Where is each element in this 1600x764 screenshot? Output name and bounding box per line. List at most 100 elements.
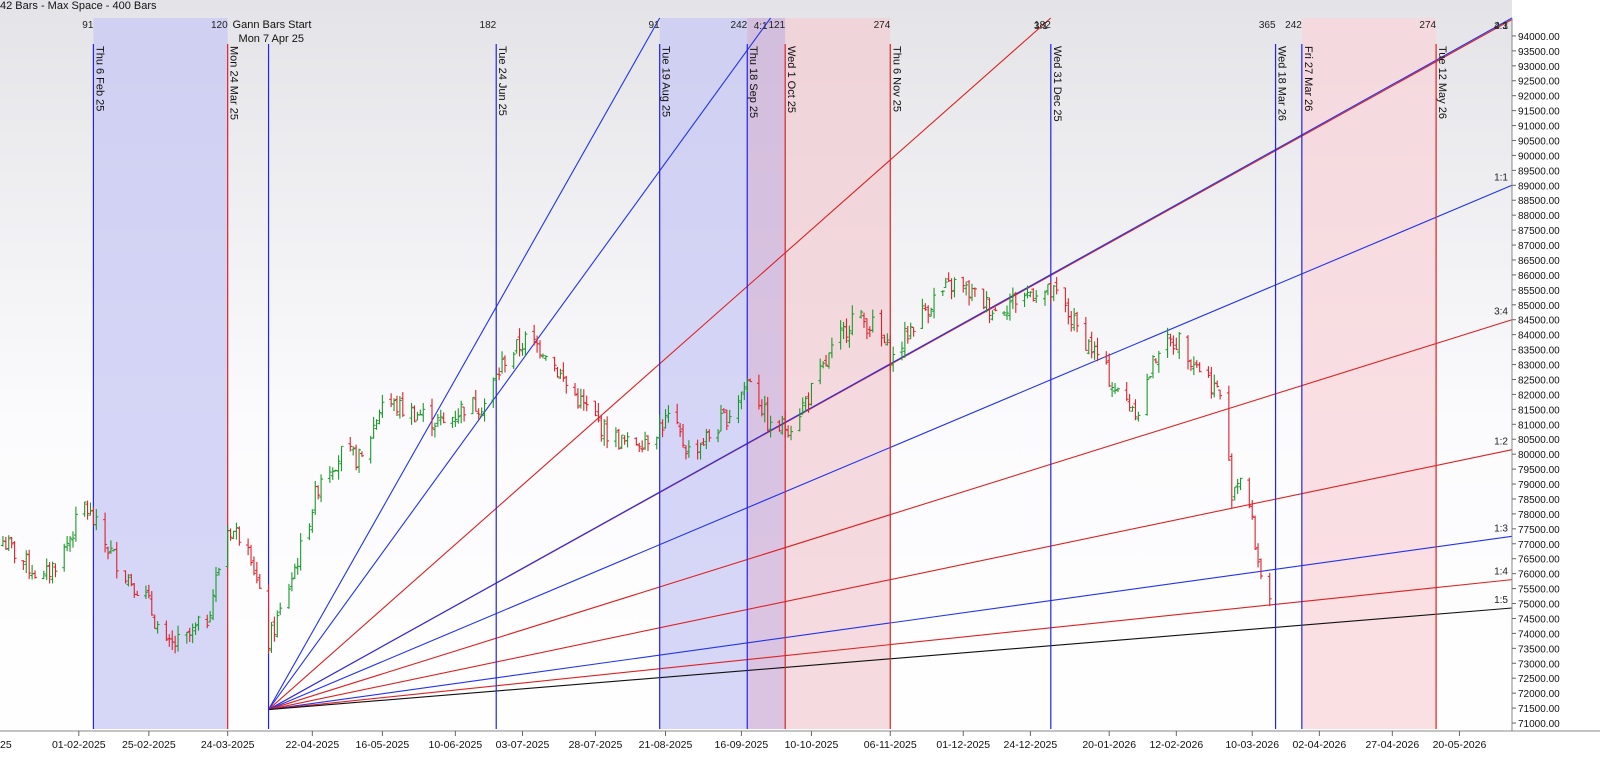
ohlc-bar: [389, 393, 394, 408]
ohlc-bar: [558, 368, 563, 379]
ohlc-bar: [47, 562, 52, 584]
ohlc-bar: [216, 567, 221, 576]
ohlc-bar: [523, 331, 528, 357]
ohlc-bar: [806, 392, 811, 413]
ohlc-bar: [1113, 382, 1118, 394]
ohlc-bar: [1177, 332, 1182, 360]
price-tick-label: 92500.00: [1518, 77, 1560, 88]
cycle-date-label: Thu 18 Sep 25: [747, 46, 759, 118]
ohlc-bar: [683, 445, 688, 460]
ohlc-bar: [292, 563, 297, 579]
ohlc-bar: [681, 423, 686, 448]
cycle-count-label: 182: [480, 20, 497, 31]
price-tick-label: 88500.00: [1518, 196, 1560, 207]
ohlc-bar: [1148, 375, 1153, 379]
ohlc-bar: [339, 445, 344, 472]
ohlc-bar: [654, 436, 659, 450]
ohlc-bar: [1250, 500, 1255, 520]
fan-ratio-label: 4:3: [1494, 21, 1508, 32]
price-tick-label: 92000.00: [1518, 92, 1560, 103]
ohlc-bar: [1054, 277, 1059, 295]
ohlc-bar: [981, 288, 986, 310]
ohlc-bar: [1130, 405, 1135, 412]
ohlc-bar: [1034, 290, 1039, 303]
ohlc-bar: [678, 423, 683, 437]
ohlc-bar: [967, 280, 972, 306]
price-tick-label: 83500.00: [1518, 346, 1560, 357]
price-tick-label: 72500.00: [1518, 674, 1560, 685]
ohlc-bar: [926, 305, 931, 324]
ohlc-bar: [351, 446, 356, 456]
gann-start-label: Gann Bars Start: [233, 19, 312, 31]
ohlc-bar: [298, 533, 303, 571]
price-tick-label: 74500.00: [1518, 614, 1560, 625]
ohlc-bar: [1191, 356, 1196, 376]
ohlc-bar: [336, 455, 341, 480]
cycle-count-label: 120: [211, 20, 228, 31]
ohlc-bar: [888, 335, 893, 371]
ohlc-bar: [768, 415, 773, 438]
ohlc-bar: [643, 431, 648, 450]
ohlc-bar: [441, 412, 446, 424]
cycle-date-label: Tue 24 Jun 25: [496, 46, 508, 116]
price-tick-label: 74000.00: [1518, 629, 1560, 640]
ohlc-bar: [1133, 399, 1138, 421]
ohlc-bar: [908, 322, 913, 340]
ohlc-bar: [3, 536, 8, 550]
date-tick-label: 10-03-2026: [1225, 739, 1279, 751]
ohlc-bar: [803, 396, 808, 412]
cycle-count-label: 182: [1034, 20, 1051, 31]
ohlc-bar: [374, 419, 379, 430]
ohlc-bar: [1186, 335, 1190, 370]
ohlc-bar: [421, 403, 426, 422]
price-tick-label: 87000.00: [1518, 241, 1560, 252]
ohlc-bar: [538, 340, 542, 359]
ohlc-bar: [1051, 285, 1056, 302]
ohlc-bar: [847, 325, 852, 348]
ohlc-bar: [1042, 290, 1047, 306]
ohlc-bar: [65, 535, 70, 552]
ohlc-bar: [1031, 288, 1036, 302]
ohlc-bar: [266, 584, 271, 654]
ohlc-bar: [625, 432, 630, 448]
cycle-count-label: 242: [1285, 20, 1302, 31]
date-tick-label: 01-12-2025: [936, 739, 990, 751]
ohlc-bar: [228, 528, 233, 541]
ohlc-bar: [809, 382, 814, 406]
ohlc-bar: [286, 583, 291, 609]
cycle-count-label: 91: [82, 20, 94, 31]
price-tick-label: 88000.00: [1518, 211, 1560, 222]
ohlc-bar: [1194, 360, 1199, 368]
ohlc-bar: [88, 502, 93, 516]
ohlc-bar: [129, 573, 134, 587]
price-tick-label: 75000.00: [1518, 600, 1560, 611]
cycle-date-label: Wed 18 Mar 26: [1276, 46, 1288, 121]
ohlc-bar: [736, 395, 741, 424]
cycle-date-label: Fri 27 Mar 26: [1302, 46, 1314, 111]
ohlc-bar: [6, 535, 11, 552]
ohlc-bar: [619, 434, 624, 450]
ohlc-bar: [739, 391, 744, 410]
date-tick-label: 12-02-2026: [1149, 739, 1203, 751]
ohlc-bar: [1150, 355, 1155, 379]
ohlc-bar: [1247, 477, 1252, 509]
chart-labels: 4:1 3:1 2:14:3 1:1 3:4 1:2 1:3 1:4 1:5 Thu 6 Feb …: [82, 19, 1508, 606]
price-tick-label: 90500.00: [1518, 136, 1560, 147]
ohlc-bar: [114, 541, 119, 579]
ohlc-bar: [479, 407, 484, 417]
ohlc-bar: [164, 620, 169, 641]
ohlc-bar: [634, 437, 639, 446]
date-tick-label: 27-04-2026: [1365, 739, 1419, 751]
ohlc-bar: [380, 394, 385, 419]
ohlc-bar: [190, 623, 195, 644]
fan-ratio-label: 1:5: [1494, 595, 1508, 606]
gann-fan-line: [268, 17, 661, 710]
ohlc-bar: [1069, 311, 1074, 332]
ohlc-bar: [211, 589, 216, 621]
ohlc-bar: [44, 558, 49, 581]
ohlc-bar: [984, 291, 989, 313]
ohlc-bar: [800, 397, 805, 415]
